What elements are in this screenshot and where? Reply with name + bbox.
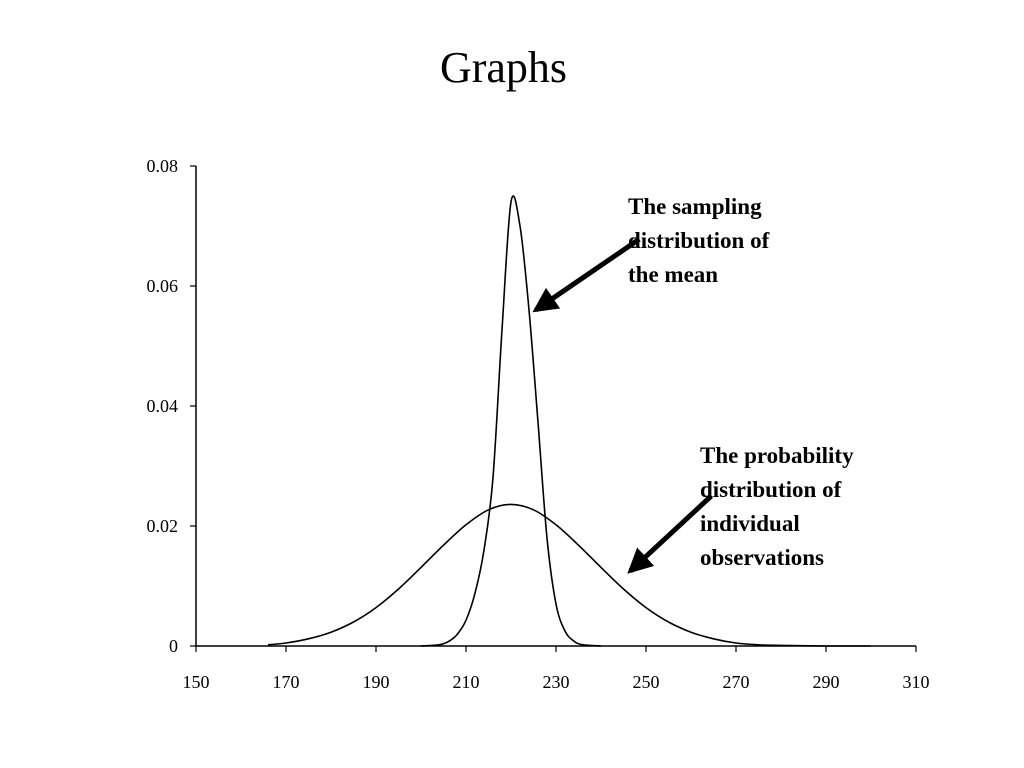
y-tick-label: 0.06 [147,276,179,296]
annotation-line: distribution of [700,477,842,502]
x-tick-label: 230 [543,672,570,692]
annotation-arrow-1 [627,494,713,574]
annotation-sampling-distribution: The sampling distribution of the mean [628,190,769,292]
annotation-line: distribution of [628,228,770,253]
series-line-1 [420,195,602,647]
y-tick-label: 0.04 [147,396,179,416]
annotation-line: the mean [628,262,719,287]
x-tick-label: 210 [453,672,480,692]
annotation-line: individual [700,511,800,536]
y-tick-label: 0.02 [147,516,179,536]
annotation-probability-distribution: The probability distribution of individu… [700,439,854,575]
annotation-arrows [532,237,713,574]
ticks: 150 170 190 210 230 250 270 290 310 0 0.02 0.04 0.06… [147,156,930,692]
x-tick-label: 270 [723,672,750,692]
y-tick-label: 0.08 [147,156,179,176]
x-tick-label: 170 [273,672,300,692]
x-tick-label: 150 [183,672,210,692]
annotation-line: The sampling [628,194,762,219]
series [267,195,871,647]
slide-title: Graphs [439,43,568,92]
x-tick-label: 190 [363,672,390,692]
x-tick-label: 250 [633,672,660,692]
x-tick-label: 290 [813,672,840,692]
annotation-line: observations [700,545,824,570]
annotation-arrow-0 [532,237,641,313]
annotation-line: The probability [700,443,854,468]
y-tick-label: 0 [169,636,178,656]
x-tick-label: 310 [903,672,930,692]
